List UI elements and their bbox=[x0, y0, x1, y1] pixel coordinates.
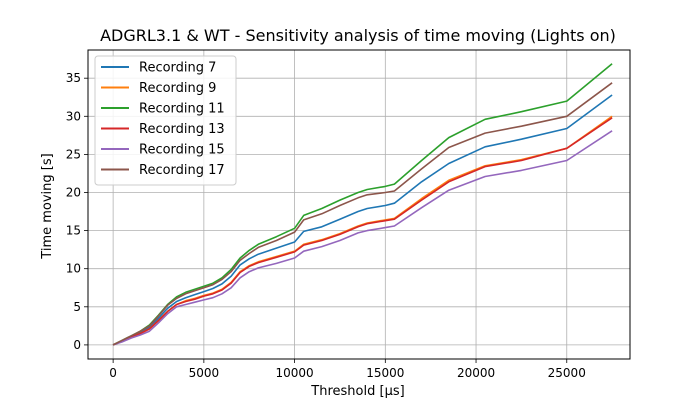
plot-frame bbox=[87, 49, 631, 360]
y-axis-label: Time moving [s] bbox=[40, 153, 55, 259]
legend-label: Recording 17 bbox=[139, 163, 225, 178]
series-line-recording-15 bbox=[112, 130, 613, 346]
series-lines bbox=[112, 63, 613, 346]
y-tick-label: 25 bbox=[66, 147, 81, 161]
legend: Recording 7 Recording 9 Recording 11 Record… bbox=[94, 55, 237, 186]
y-tick-label: 0 bbox=[73, 338, 81, 352]
x-tick-label: 10000 bbox=[275, 366, 313, 380]
y-tick-label: 20 bbox=[66, 185, 81, 199]
legend-label: Recording 7 bbox=[139, 61, 216, 76]
x-tick-label: 5000 bbox=[189, 366, 220, 380]
y-axis-ticks: 0 5 10 15 20 25 30 35 bbox=[66, 71, 88, 352]
legend-label: Recording 15 bbox=[139, 143, 225, 158]
y-tick-label: 10 bbox=[66, 262, 81, 276]
legend-box bbox=[94, 55, 237, 186]
y-tick-label: 5 bbox=[73, 300, 81, 314]
y-tick-label: 30 bbox=[66, 109, 81, 123]
y-tick-label: 35 bbox=[66, 71, 81, 85]
x-tick-label: 15000 bbox=[366, 366, 404, 380]
series-line-recording-7 bbox=[112, 94, 613, 346]
x-tick-label: 25000 bbox=[548, 366, 586, 380]
x-tick-label: 20000 bbox=[457, 366, 495, 380]
series-line-recording-13 bbox=[112, 117, 613, 346]
legend-label: Recording 9 bbox=[139, 81, 216, 96]
x-axis-label: Threshold [µs] bbox=[310, 384, 404, 399]
chart-title: ADGRL3.1 & WT - Sensitivity analysis of … bbox=[100, 26, 616, 45]
series-line-recording-17 bbox=[112, 82, 613, 346]
legend-label: Recording 13 bbox=[139, 122, 225, 137]
legend-label: Recording 11 bbox=[139, 102, 225, 117]
y-tick-label: 15 bbox=[66, 224, 81, 238]
x-tick-label: 0 bbox=[109, 366, 117, 380]
x-axis-ticks: 0 5000 10000 15000 20000 25000 bbox=[109, 359, 586, 380]
